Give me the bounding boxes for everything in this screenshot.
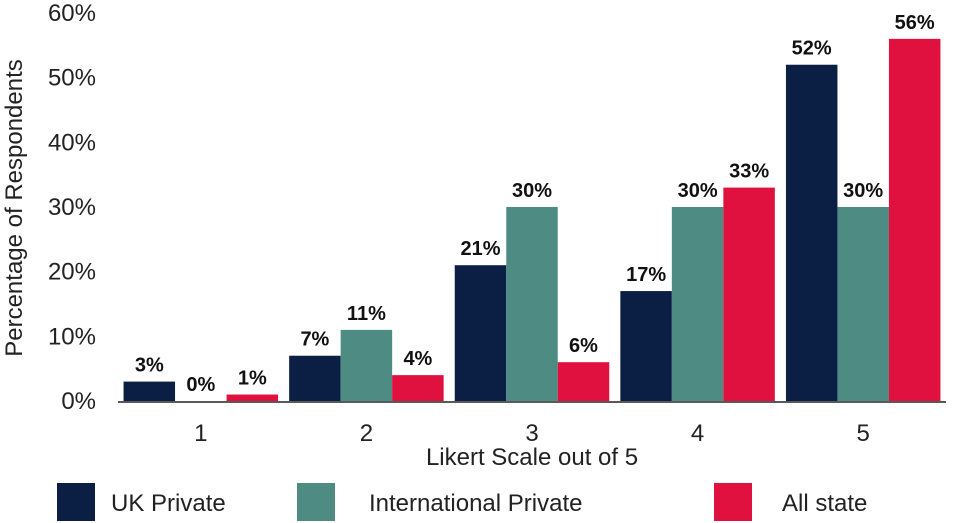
y-axis-ticks: 0% 10% 20% 30% 40% 50% 60% [48,0,96,415]
bar [723,187,775,401]
bar [557,362,610,401]
x-tick-label: 3 [525,420,538,447]
legend-label: All state [782,490,867,517]
bar [392,375,444,401]
y-tick-label: 10% [48,323,96,350]
bar [671,207,724,401]
data-label: 4% [403,348,432,370]
bar [506,207,558,401]
bar [785,64,838,401]
data-label: 7% [300,329,329,351]
y-tick-label: 0% [61,388,96,415]
data-label: 0% [186,374,215,396]
x-tick-label: 4 [691,420,704,447]
legend-label: International Private [369,490,582,517]
data-label: 17% [626,264,666,286]
x-axis-ticks: 1 2 3 4 5 [194,420,870,447]
bar [289,355,341,401]
data-label: 56% [895,12,935,34]
data-label: 6% [569,335,598,357]
data-label: 52% [792,38,832,60]
bar [123,381,176,401]
bar [226,394,279,401]
x-tick-label: 2 [360,420,373,447]
y-axis-title: Percentage of Respondents [1,59,28,357]
y-tick-label: 40% [48,129,96,156]
bar [340,329,393,401]
bar [620,291,672,401]
x-axis-title: Likert Scale out of 5 [426,444,638,471]
legend-label: UK Private [111,490,226,517]
data-label: 30% [843,180,883,202]
data-label: 33% [729,161,769,183]
data-label: 11% [347,303,386,325]
bar [888,38,941,401]
legend-swatch [297,483,335,521]
data-label: 30% [678,180,718,202]
data-label: 30% [512,180,552,202]
y-tick-label: 20% [48,259,96,286]
bar [454,265,507,401]
data-label: 1% [238,368,267,390]
legend: UK Private International Private All state [57,483,867,521]
data-labels: 3% 0% 1% 7% 11% 4% 21% 30% 6% 17% 30% 33% 52% 30% 56% [135,12,935,396]
x-tick-label: 5 [857,420,870,447]
data-label: 21% [460,238,500,260]
y-tick-label: 50% [48,65,96,92]
bar [837,207,889,401]
y-tick-label: 60% [48,0,96,27]
legend-swatch [57,483,95,521]
bars [123,38,941,401]
legend-swatch [714,483,752,521]
x-tick-label: 1 [194,420,207,447]
y-tick-label: 30% [48,194,96,221]
data-label: 3% [135,355,164,377]
